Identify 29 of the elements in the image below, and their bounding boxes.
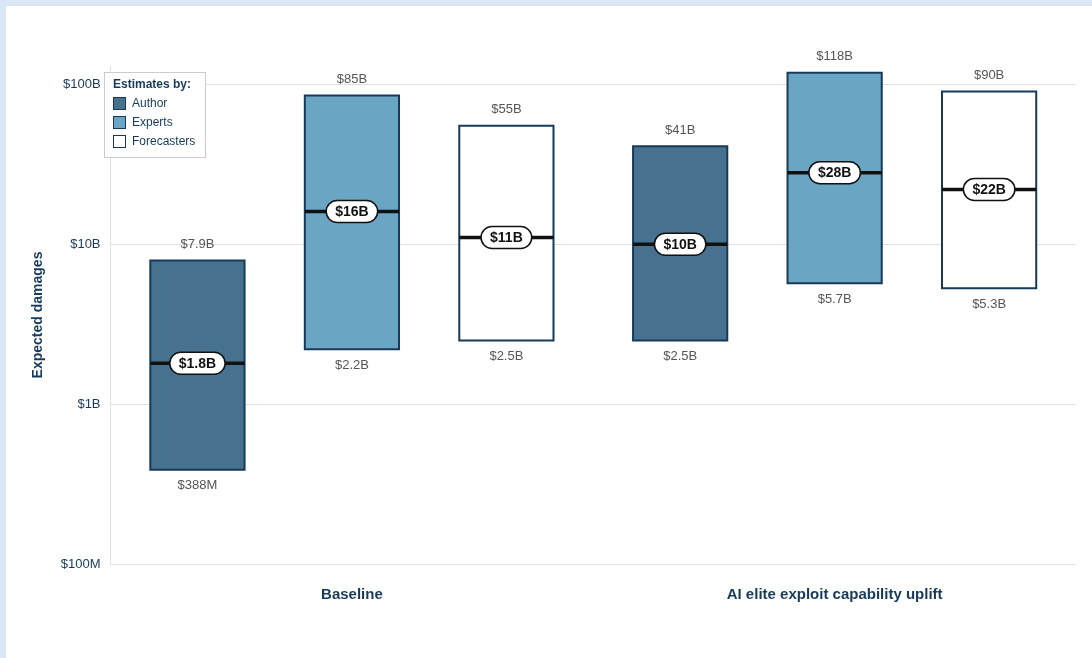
legend-title: Estimates by: [113,77,193,91]
y-tick-label: $1B [77,395,101,411]
annotation: $41B [664,121,696,137]
annotation: $10B [663,236,697,253]
annotation: $2.5B [663,348,698,364]
y-tick-label: $100M [60,555,101,571]
annotation: $5.3B [972,295,1007,311]
legend-label: Experts [132,114,173,131]
annotation: $2.5B [489,348,524,364]
annotation: $388M [177,477,218,493]
x-tick-label: AI elite exploit capability uplift [726,585,943,603]
x-tick-label: Baseline [321,585,383,603]
y-tick-label: $100B [62,75,101,91]
annotation: $22B [972,181,1006,198]
annotation: $7.9B [180,236,215,252]
annotation: $16B [335,203,369,220]
annotation: $1.8B [178,355,217,372]
annotation: $90B [973,67,1005,83]
annotation: $11B [490,229,523,246]
annotation: $28B [817,164,852,181]
annotation: $5.7B [817,290,852,306]
y-axis-title: Expected damages [29,251,46,379]
annotation: $85B [336,71,368,87]
legend-label: Forecasters [132,133,196,150]
annotation: $2.2B [334,356,369,372]
annotation: $55B [491,101,522,117]
legend-label: Author [132,95,168,112]
text: $118B [816,48,853,64]
y-tick-label: $10B [70,235,101,251]
